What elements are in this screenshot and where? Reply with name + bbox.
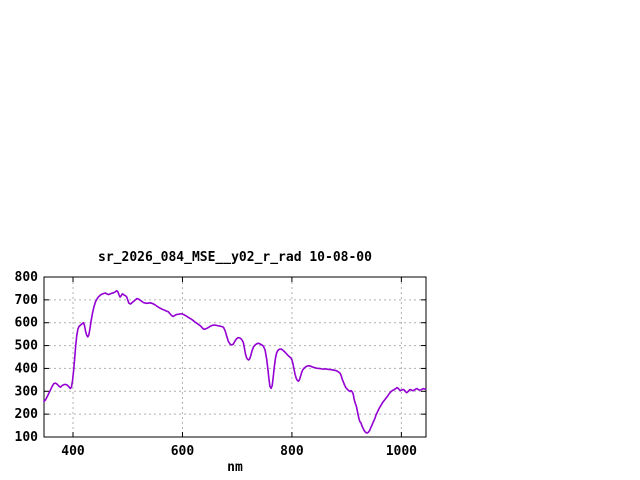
- x-tick-label: 800: [280, 444, 304, 459]
- x-axis-label: nm: [227, 460, 243, 475]
- y-tick-label: 400: [15, 361, 39, 376]
- y-tick-label: 800: [15, 270, 39, 285]
- tick-labels: 400 600 800 1000 100 200 300 400 500 600 700 800: [15, 270, 418, 459]
- y-tick-label: 100: [15, 430, 39, 445]
- spectrum-line: [43, 289, 427, 434]
- grid-layer: [44, 277, 426, 437]
- x-tick-label: 1000: [386, 444, 417, 459]
- x-tick-label: 600: [171, 444, 195, 459]
- y-tick-label: 200: [15, 407, 39, 422]
- y-tick-label: 700: [15, 293, 39, 308]
- tick-marks: [44, 276, 426, 438]
- plot-border: [43, 276, 427, 438]
- y-tick-label: 500: [15, 339, 39, 354]
- y-tick-label: 600: [15, 316, 39, 331]
- x-tick-label: 400: [61, 444, 85, 459]
- chart-title: sr_2026_084_MSE__y02_r_rad 10-08-00: [98, 250, 372, 265]
- y-tick-label: 300: [15, 384, 39, 399]
